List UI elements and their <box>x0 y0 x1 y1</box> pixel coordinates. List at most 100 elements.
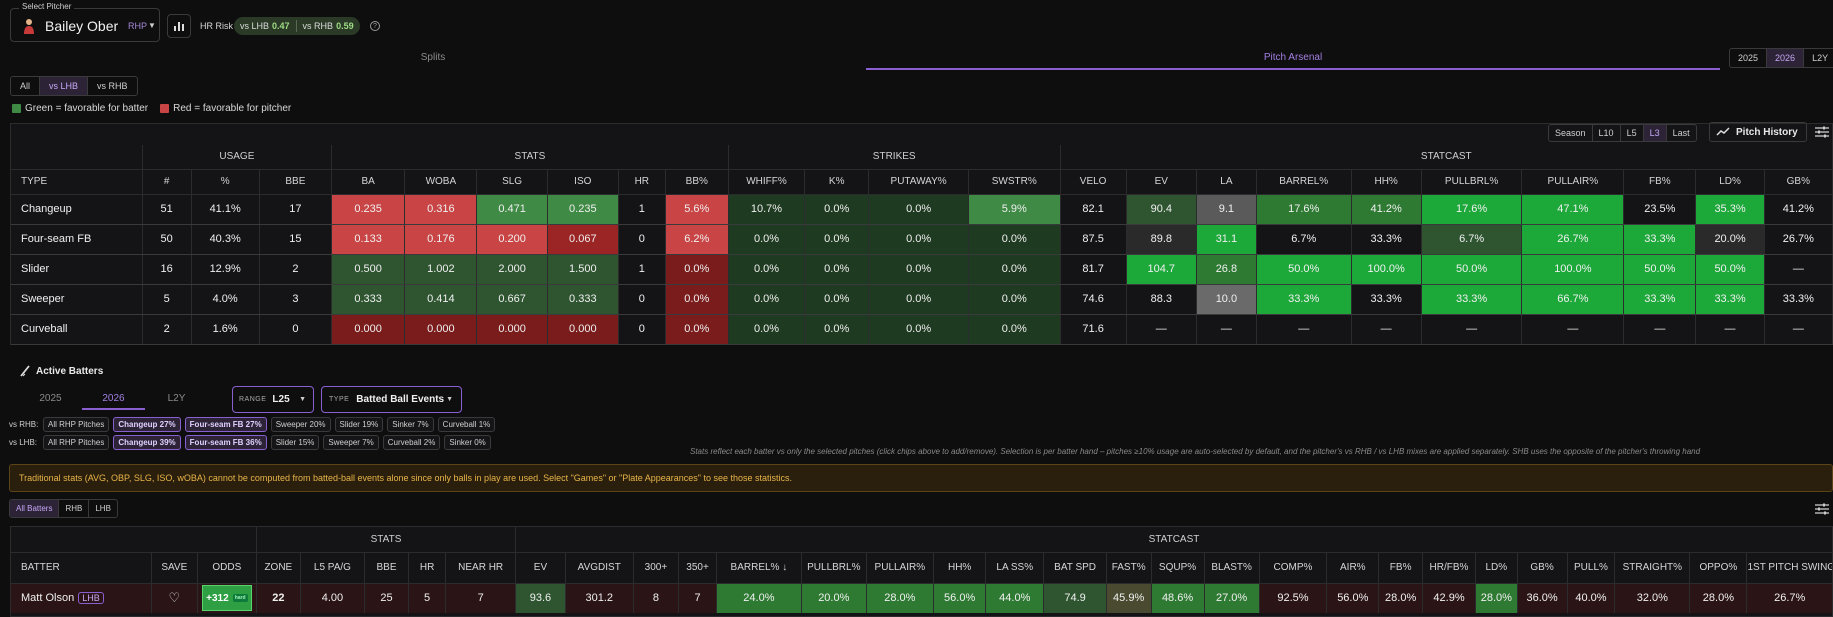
col-header[interactable]: AVGDIST <box>565 552 634 584</box>
col-header[interactable]: SWSTR% <box>968 169 1061 195</box>
col-header[interactable]: BARREL% <box>1256 169 1352 195</box>
table-row[interactable]: Slider 16 12.9% 2 0.500 1.002 2.000 1.500 1 0.0% 0… <box>11 254 1833 285</box>
col-header[interactable]: HR/FB% <box>1422 552 1477 584</box>
tab-splits[interactable]: Splits <box>420 52 446 63</box>
col-header[interactable]: LA <box>1196 169 1257 195</box>
col-header[interactable]: SAVE <box>151 552 198 584</box>
period-season[interactable]: Season <box>1549 125 1593 141</box>
table-row[interactable]: Matt Olson LHB ♡ +312 hard 22 4.00 25 5 7 93.6 3… <box>11 583 1833 613</box>
col-header[interactable]: HR <box>618 169 666 195</box>
col-header[interactable]: BAT SPD <box>1043 552 1107 584</box>
col-header[interactable]: WOBA <box>404 169 478 195</box>
tab-pitch-arsenal[interactable]: Pitch Arsenal <box>1263 52 1323 63</box>
col-header[interactable]: 1ST PITCH SWING% <box>1746 552 1833 584</box>
type-select[interactable]: TYPE Batted Ball Events ▼ <box>321 386 462 413</box>
col-header[interactable]: LD% <box>1475 552 1518 584</box>
chip-rhb-all[interactable]: All RHP Pitches <box>43 417 110 432</box>
chip-rhb-fourseam[interactable]: Four-seam FB 27% <box>184 417 267 432</box>
season-2026[interactable]: 2026 <box>1767 49 1805 67</box>
chip-lhb-sinker[interactable]: Sinker 0% <box>444 435 491 450</box>
col-header[interactable]: SQUP% <box>1151 552 1205 584</box>
col-header[interactable]: K% <box>804 169 870 195</box>
col-header[interactable]: HR <box>408 552 447 584</box>
chip-lhb-slider[interactable]: Slider 15% <box>270 435 320 450</box>
col-header[interactable]: PULLAIR% <box>866 552 935 584</box>
col-header[interactable]: L5 PA/G <box>300 552 366 584</box>
chip-lhb-sweeper[interactable]: Sweeper 7% <box>323 435 379 450</box>
bar-chart-button[interactable] <box>167 14 191 38</box>
col-header[interactable]: % <box>191 169 260 195</box>
col-header[interactable]: # <box>142 169 192 195</box>
col-header[interactable]: BBE <box>364 552 409 584</box>
split-vs-lhb[interactable]: vs LHB <box>40 77 89 95</box>
chip-lhb-fourseam[interactable]: Four-seam FB 36% <box>184 435 267 450</box>
chip-lhb-all[interactable]: All RHP Pitches <box>43 435 110 450</box>
col-header[interactable]: WHIFF% <box>728 169 806 195</box>
chip-lhb-curveball[interactable]: Curveball 2% <box>382 435 441 450</box>
col-header[interactable]: ISO <box>547 169 619 195</box>
col-header[interactable]: SLG <box>476 169 548 195</box>
period-l5[interactable]: L5 <box>1621 125 1644 141</box>
filter-all-batters[interactable]: All Batters <box>10 500 60 517</box>
col-header[interactable]: BATTER <box>11 552 152 584</box>
chip-rhb-sinker[interactable]: Sinker 7% <box>387 417 434 432</box>
table-row[interactable]: Four-seam FB 50 40.3% 15 0.133 0.176 0.200 0.06… <box>11 224 1833 255</box>
save-cell[interactable]: ♡ <box>151 583 198 613</box>
season-2025[interactable]: 2025 <box>1730 49 1768 67</box>
col-header[interactable]: HH% <box>1351 169 1422 195</box>
col-header[interactable]: BA <box>331 169 406 195</box>
col-header[interactable]: OPPO% <box>1689 552 1748 584</box>
pitcher-select[interactable]: Select Pitcher Bailey Ober RHP ▼ <box>10 2 160 42</box>
batter-name-cell[interactable]: Matt Olson LHB <box>11 583 152 613</box>
col-header[interactable]: TYPE <box>11 169 143 195</box>
col-header[interactable]: FB% <box>1378 552 1423 584</box>
help-icon[interactable]: ? <box>370 21 380 31</box>
settings-sliders-icon[interactable] <box>1815 503 1829 515</box>
year-tab-2025[interactable]: 2025 <box>39 393 62 404</box>
table-row[interactable]: Sweeper 5 4.0% 3 0.333 0.414 0.667 0.333 0 0.0% 0.… <box>11 284 1833 315</box>
season-l2y[interactable]: L2Y <box>1812 53 1829 63</box>
col-header[interactable]: AIR% <box>1326 552 1380 584</box>
col-header[interactable]: GB% <box>1764 169 1833 195</box>
settings-sliders-icon[interactable] <box>1815 126 1829 138</box>
col-header[interactable]: PUTAWAY% <box>868 169 969 195</box>
col-header[interactable]: ODDS <box>197 552 258 584</box>
chip-lhb-changeup[interactable]: Changeup 39% <box>113 435 181 450</box>
chip-rhb-changeup[interactable]: Changeup 27% <box>113 417 181 432</box>
col-header[interactable]: 350+ <box>678 552 717 584</box>
col-header[interactable]: ZONE <box>256 552 301 584</box>
pitch-history-button[interactable]: Pitch History <box>1709 122 1807 142</box>
table-row[interactable]: Curveball 2 1.6% 0 0.000 0.000 0.000 0.000 0 0.0%… <box>11 314 1833 345</box>
table-row[interactable]: Changeup 51 41.1% 17 0.235 0.316 0.471 0.235 1 5.… <box>11 194 1833 225</box>
col-header[interactable]: FB% <box>1623 169 1697 195</box>
col-header[interactable]: BARREL% ↓ <box>716 552 803 584</box>
period-last[interactable]: Last <box>1672 128 1690 138</box>
split-all[interactable]: All <box>11 77 41 95</box>
col-header[interactable]: FAST% <box>1106 552 1152 584</box>
col-header[interactable]: PULLBRL% <box>1421 169 1523 195</box>
col-header[interactable]: LA SS% <box>985 552 1045 584</box>
chip-rhb-sweeper[interactable]: Sweeper 20% <box>270 417 331 432</box>
period-l10[interactable]: L10 <box>1593 125 1621 141</box>
filter-rhb[interactable]: RHB <box>59 500 90 517</box>
col-header[interactable]: EV <box>515 552 566 584</box>
heart-icon[interactable]: ♡ <box>168 590 181 606</box>
chip-rhb-slider[interactable]: Slider 19% <box>334 417 384 432</box>
col-header[interactable]: PULL% <box>1567 552 1616 584</box>
col-header[interactable]: EV <box>1126 169 1197 195</box>
col-header[interactable]: PULLAIR% <box>1521 169 1625 195</box>
col-header[interactable]: LD% <box>1695 169 1765 195</box>
col-header[interactable]: VELO <box>1060 169 1127 195</box>
col-header[interactable]: COMP% <box>1259 552 1328 584</box>
filter-lhb[interactable]: LHB <box>95 504 111 513</box>
period-l3[interactable]: L3 <box>1643 125 1667 141</box>
year-tab-l2y[interactable]: L2Y <box>167 393 186 404</box>
col-header[interactable]: BB% <box>665 169 729 195</box>
col-header[interactable]: STRAIGHT% <box>1614 552 1691 584</box>
chip-rhb-curveball[interactable]: Curveball 1% <box>437 417 496 432</box>
col-header[interactable]: PULLBRL% <box>801 552 867 584</box>
col-header[interactable]: BLAST% <box>1204 552 1260 584</box>
col-header[interactable]: GB% <box>1517 552 1568 584</box>
range-select[interactable]: RANGE L25 ▼ <box>232 386 314 413</box>
year-tab-2026[interactable]: 2026 <box>82 390 145 410</box>
